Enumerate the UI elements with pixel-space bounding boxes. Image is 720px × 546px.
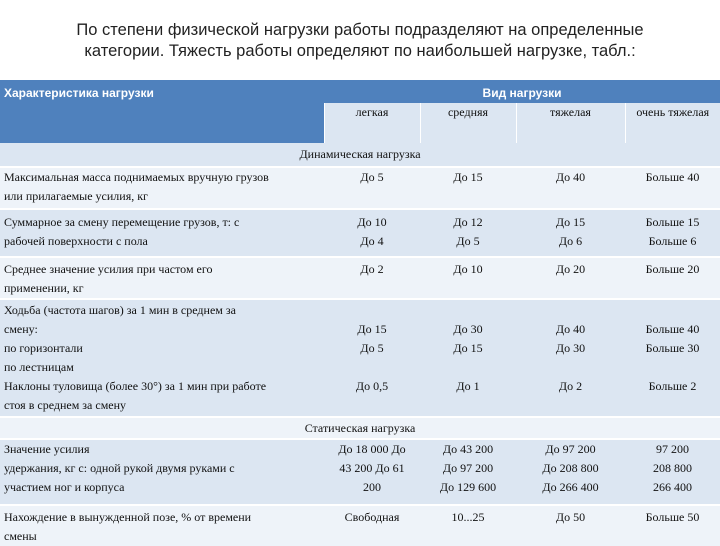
cell-medium: До 12 До 5 [420,208,516,257]
cell-medium: До 15 [420,166,516,209]
cell-light: До 0,5 [324,377,420,417]
header-very-heavy: очень тяжелая [624,103,720,143]
header-load-type: Вид нагрузки [324,80,720,103]
table-row: Суммарное за смену перемещение грузов, т… [0,208,720,257]
cell-heavy: До 97 200 До 208 800 До 266 400 [516,438,625,505]
cell-medium: 10...25 [420,504,516,546]
row-label: Суммарное за смену перемещение грузов, т… [0,208,324,257]
cell-very-heavy: Больше 40 [625,166,720,209]
row-label: Максимальная масса поднимаемых вручную г… [0,166,324,209]
cell-light: Свободная [324,504,420,546]
cell-heavy: До 40 До 30 [516,298,625,377]
table-row: Среднее значение усилия при частом его пр… [0,256,720,299]
cell-medium: До 10 [420,256,516,299]
table-row: Нахождение в вынужденной позе, % от врем… [0,504,720,546]
cell-heavy: До 50 [516,504,625,546]
table-subheader-row: легкая средняя тяжелая очень тяжелая [0,103,720,143]
header-heavy: тяжелая [515,103,625,143]
header-medium: средняя [419,103,516,143]
cell-heavy: До 15 До 6 [516,208,625,257]
cell-medium: До 30 До 15 [420,298,516,377]
row-label: Ходьба (частота шагов) за 1 мин в средне… [0,298,324,377]
table-row: Максимальная масса поднимаемых вручную г… [0,166,720,209]
section-static-label: Статическая нагрузка [0,416,720,439]
cell-light: До 2 [324,256,420,299]
header-light: легкая [323,103,420,143]
cell-very-heavy: Больше 2 [625,377,720,417]
cell-very-heavy: Больше 20 [625,256,720,299]
section-dynamic: Динамическая нагрузка [0,143,720,167]
load-categories-table: Характеристика нагрузки Вид нагрузки лег… [0,80,720,546]
cell-very-heavy: Больше 15 Больше 6 [625,208,720,257]
cell-heavy: До 40 [516,166,625,209]
row-label: Значение усилия удержания, кг с: одной ру… [0,438,324,505]
cell-very-heavy: Больше 40 Больше 30 [625,298,720,377]
cell-heavy: До 2 [516,377,625,417]
cell-very-heavy: Больше 50 [625,504,720,546]
cell-very-heavy: 97 200 208 800 266 400 [625,438,720,505]
header-characteristic: Характеристика нагрузки [0,80,324,143]
intro-line-2: категории. Тяжесть работы определяют по … [84,42,636,60]
row-label: Нахождение в вынужденной позе, % от врем… [0,504,324,546]
cell-light: До 10 До 4 [324,208,420,257]
intro-text: По степени физической нагрузки работы по… [0,20,720,62]
table-row: Ходьба (частота шагов) за 1 мин в средне… [0,298,720,377]
intro-line-1: По степени физической нагрузки работы по… [76,21,644,39]
row-label: Наклоны туловища (более 30°) за 1 мин пр… [0,377,324,417]
cell-light: До 5 [324,166,420,209]
table-header-row: Характеристика нагрузки Вид нагрузки [0,80,720,143]
cell-light: До 18 000 До 43 200 До 61 200 [324,438,420,505]
section-static: Статическая нагрузка [0,416,720,439]
table-row: Значение усилия удержания, кг с: одной ру… [0,438,720,505]
cell-medium: До 1 [420,377,516,417]
row-label: Среднее значение усилия при частом его пр… [0,256,324,299]
cell-medium: До 43 200 До 97 200 До 129 600 [420,438,516,505]
cell-light: До 15 До 5 [324,298,420,377]
section-dynamic-label: Динамическая нагрузка [0,143,720,167]
cell-heavy: До 20 [516,256,625,299]
table-row: Наклоны туловища (более 30°) за 1 мин пр… [0,377,720,417]
